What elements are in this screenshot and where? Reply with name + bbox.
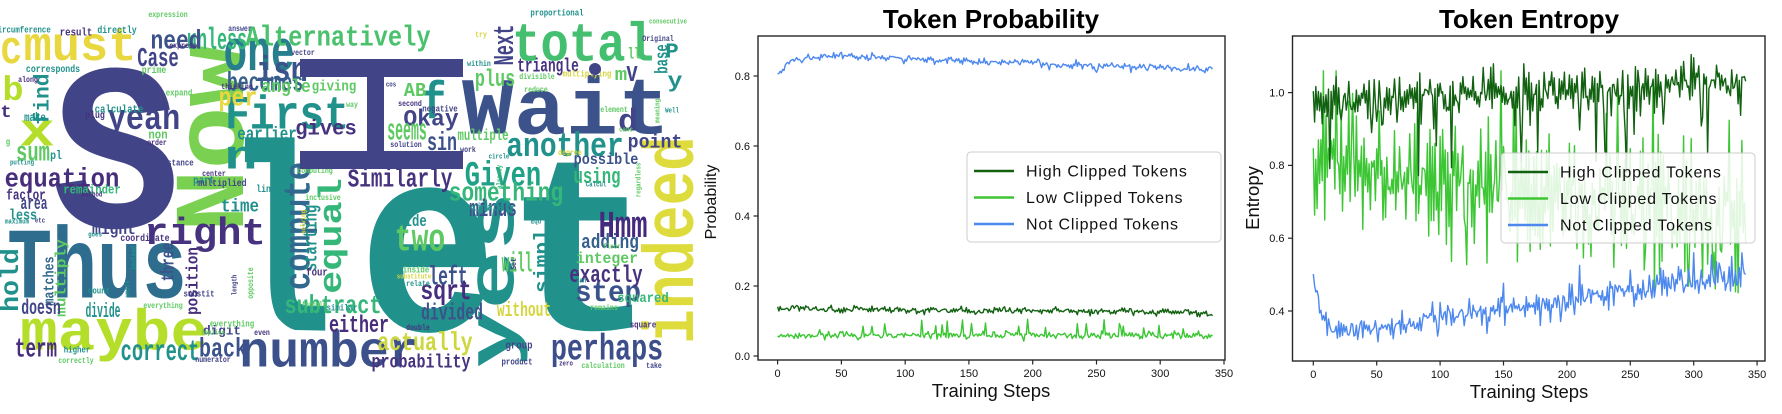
svg-text:0.2: 0.2	[735, 281, 750, 293]
svg-text:1.0: 1.0	[1269, 87, 1284, 99]
svg-text:0: 0	[775, 368, 781, 380]
svg-text:Entropy: Entropy	[1242, 165, 1263, 230]
svg-text:Training Steps: Training Steps	[932, 380, 1051, 401]
svg-text:0.4: 0.4	[735, 211, 750, 223]
svg-text:350: 350	[1748, 369, 1766, 381]
svg-text:250: 250	[1621, 369, 1639, 381]
svg-text:0.6: 0.6	[1269, 233, 1284, 245]
svg-text:200: 200	[1558, 369, 1576, 381]
svg-text:Probability: Probability	[703, 165, 720, 240]
svg-text:Training Steps: Training Steps	[1470, 381, 1589, 402]
svg-text:Token Entropy: Token Entropy	[1439, 4, 1620, 34]
svg-text:Token Probability: Token Probability	[883, 4, 1100, 34]
svg-text:100: 100	[896, 368, 914, 380]
svg-text:50: 50	[835, 368, 847, 380]
svg-text:Low Clipped Tokens: Low Clipped Tokens	[1560, 191, 1717, 208]
svg-text:250: 250	[1087, 368, 1105, 380]
svg-text:150: 150	[960, 368, 978, 380]
svg-text:0.8: 0.8	[1269, 160, 1284, 172]
svg-text:100: 100	[1431, 369, 1449, 381]
svg-text:0: 0	[1310, 369, 1316, 381]
svg-text:Not Clipped Tokens: Not Clipped Tokens	[1560, 218, 1713, 235]
svg-text:0.0: 0.0	[735, 351, 750, 363]
svg-text:150: 150	[1494, 369, 1512, 381]
svg-text:200: 200	[1024, 368, 1042, 380]
svg-text:0.6: 0.6	[735, 141, 750, 153]
svg-text:High Clipped Tokens: High Clipped Tokens	[1560, 165, 1722, 182]
svg-text:50: 50	[1371, 369, 1383, 381]
svg-text:300: 300	[1685, 369, 1703, 381]
svg-text:350: 350	[1215, 368, 1233, 380]
svg-text:300: 300	[1151, 368, 1169, 380]
svg-text:0.4: 0.4	[1269, 306, 1284, 318]
svg-text:0.8: 0.8	[735, 71, 750, 83]
svg-text:Low Clipped Tokens: Low Clipped Tokens	[1026, 190, 1183, 207]
svg-text:Not Clipped Tokens: Not Clipped Tokens	[1026, 217, 1179, 234]
svg-text:High Clipped Tokens: High Clipped Tokens	[1026, 164, 1188, 181]
